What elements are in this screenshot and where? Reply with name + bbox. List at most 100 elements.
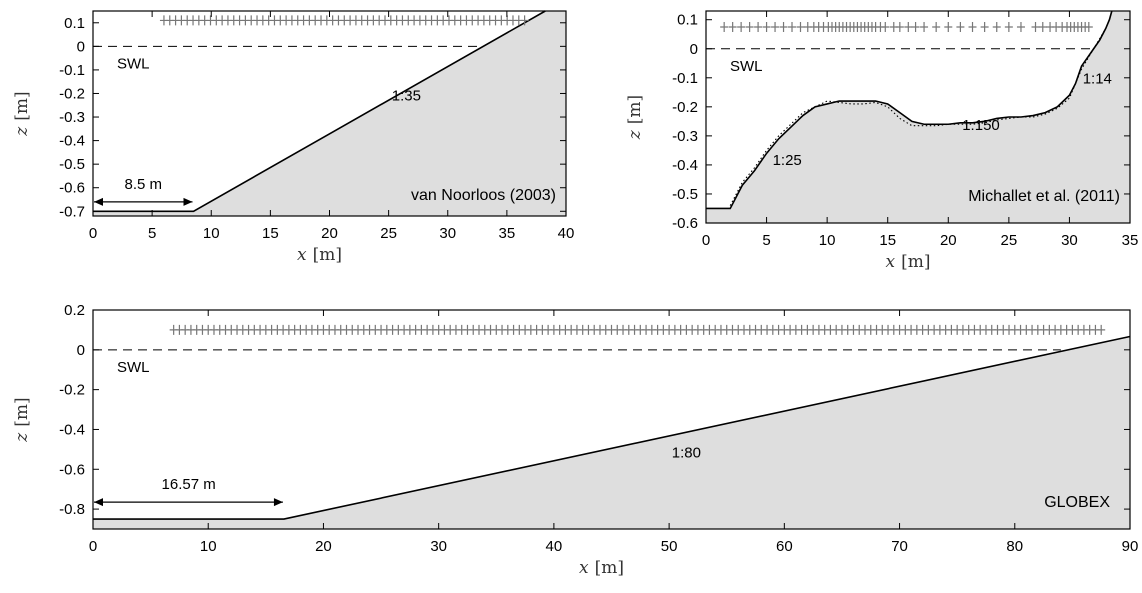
- x-axis-var: x: [297, 245, 307, 265]
- gauge-marker: [920, 21, 929, 32]
- gauge-marker: [779, 21, 788, 32]
- gauge-marker: [1004, 21, 1013, 32]
- x-axis-label: x [m]: [297, 245, 342, 265]
- gauge-marker: [737, 21, 746, 32]
- y-axis-label: z [m]: [625, 95, 645, 140]
- annotation-label: 1:14: [1083, 71, 1112, 88]
- bed-fill: [93, 336, 1130, 529]
- x-tick-label: 0: [702, 232, 710, 249]
- y-tick-label: -0.3: [672, 128, 698, 145]
- y-tick-label: -0.5: [672, 186, 698, 203]
- x-tick-label: 50: [661, 538, 678, 555]
- x-tick-label: 0: [89, 538, 97, 555]
- gauge-marker: [1038, 21, 1047, 32]
- gauge-marker: [944, 21, 953, 32]
- x-tick-label: 90: [1122, 538, 1139, 555]
- y-tick-label: 0: [77, 38, 85, 55]
- gauge-marker: [788, 21, 797, 32]
- x-tick-label: 25: [1001, 232, 1018, 249]
- gauge-marker: [754, 21, 763, 32]
- x-tick-label: 20: [321, 225, 338, 242]
- panel-globex: SWL 0 10 20 30 40 50 60 70 80 90 0.2 0 -0.2 -0.4 -0.6 -0…: [12, 302, 1138, 578]
- swl-label: SWL: [117, 359, 150, 376]
- y-tick-label: -0.7: [59, 203, 85, 220]
- y-axis-var: z: [12, 126, 32, 137]
- y-tick-label: 0.1: [677, 12, 698, 29]
- x-tick-label: 15: [879, 232, 896, 249]
- bed-profile-line: [93, 10, 546, 213]
- y-tick-label: 0.2: [64, 302, 85, 319]
- gauge-marker: [728, 21, 737, 32]
- x-tick-label: 20: [940, 232, 957, 249]
- x-tick-label: 10: [200, 538, 217, 555]
- y-axis-label: z [m]: [12, 397, 32, 442]
- panel-title: Michallet et al. (2011): [968, 188, 1120, 205]
- x-axis-label: x [m]: [886, 252, 931, 272]
- swl-label: SWL: [117, 55, 150, 72]
- x-tick-label: 80: [1006, 538, 1023, 555]
- y-tick-label: -0.4: [672, 157, 698, 174]
- annotation-label: 1:35: [392, 88, 421, 105]
- panel-van-noorloos: SWL 0 5 10 15 20 25 30 35 40 0.1 0 -0.1 -0.2 -0.3 -0.4 -…: [12, 10, 575, 265]
- gauge-marker: [1016, 21, 1025, 32]
- x-axis-var: x: [886, 252, 896, 272]
- bed-profile-line: [706, 10, 1113, 210]
- y-tick-label: -0.8: [59, 501, 85, 518]
- x-tick-label: 10: [819, 232, 836, 249]
- gauge-marker: [745, 21, 754, 32]
- gauge-marker: [1084, 21, 1093, 32]
- gauge-marker: [720, 21, 729, 32]
- gauge-marker: [796, 21, 805, 32]
- x-tick-label: 20: [315, 538, 332, 555]
- annotation-label: 1:80: [672, 444, 701, 461]
- gauge-marker: [520, 15, 529, 26]
- x-tick-label: 30: [430, 538, 447, 555]
- bed-profile-dotted-line: [729, 28, 1107, 206]
- axes-frame: [705, 10, 1131, 224]
- dimension-arrow-head-right: [183, 197, 193, 206]
- x-tick-label: 40: [558, 225, 575, 242]
- y-tick-label: 0: [77, 342, 85, 359]
- gauge-marker: [968, 21, 977, 32]
- x-tick-label: 5: [148, 225, 156, 242]
- x-tick-label: 25: [380, 225, 397, 242]
- y-tick-label: -0.2: [59, 85, 85, 102]
- x-tick-label: 15: [262, 225, 279, 242]
- gauge-marker: [956, 21, 965, 32]
- annotation-label: 1:25: [773, 152, 802, 169]
- bed-profile-line: [93, 335, 1131, 520]
- gauge-marker: [911, 21, 920, 32]
- y-tick-label: 0.1: [64, 15, 85, 32]
- panel-michallet: SWL 0 5 10 15 20 25 30 35 0.1 0 -0.1 -0.2 -0.3 -0.4 -0.…: [625, 10, 1139, 272]
- x-tick-label: 30: [1061, 232, 1078, 249]
- x-tick-label: 0: [89, 225, 97, 242]
- gauge-marker: [762, 21, 771, 32]
- gauge-marker: [992, 21, 1001, 32]
- y-tick-label: -0.4: [59, 421, 85, 438]
- swl-label: SWL: [730, 58, 763, 75]
- annotation-label: 1:150: [962, 117, 1000, 134]
- y-tick-label: -0.1: [59, 62, 85, 79]
- y-tick-label: 0: [690, 41, 698, 58]
- panel-title: GLOBEX: [1044, 494, 1110, 511]
- gauge-marker: [895, 21, 904, 32]
- annotation-label: 16.57 m: [162, 476, 216, 493]
- y-tick-label: -0.1: [672, 70, 698, 87]
- gauge-marker: [1097, 324, 1106, 335]
- panel-title: van Noorloos (2003): [411, 187, 556, 204]
- y-tick-label: -0.4: [59, 133, 85, 150]
- gauge-marker: [904, 21, 913, 32]
- x-tick-label: 10: [203, 225, 220, 242]
- y-tick-label: -0.6: [672, 215, 698, 232]
- y-axis-unit: [m]: [625, 95, 645, 124]
- axes-frame: [92, 309, 1131, 530]
- dimension-arrow-head-right: [273, 498, 283, 507]
- annotation-label: 8.5 m: [124, 176, 162, 193]
- y-axis-unit: [m]: [12, 397, 32, 426]
- dimension-arrow-head-left: [94, 498, 103, 507]
- x-tick-label: 70: [891, 538, 908, 555]
- x-tick-label: 35: [1122, 232, 1139, 249]
- dimension-arrow-head-left: [94, 197, 103, 206]
- x-axis-unit: [m]: [313, 245, 342, 265]
